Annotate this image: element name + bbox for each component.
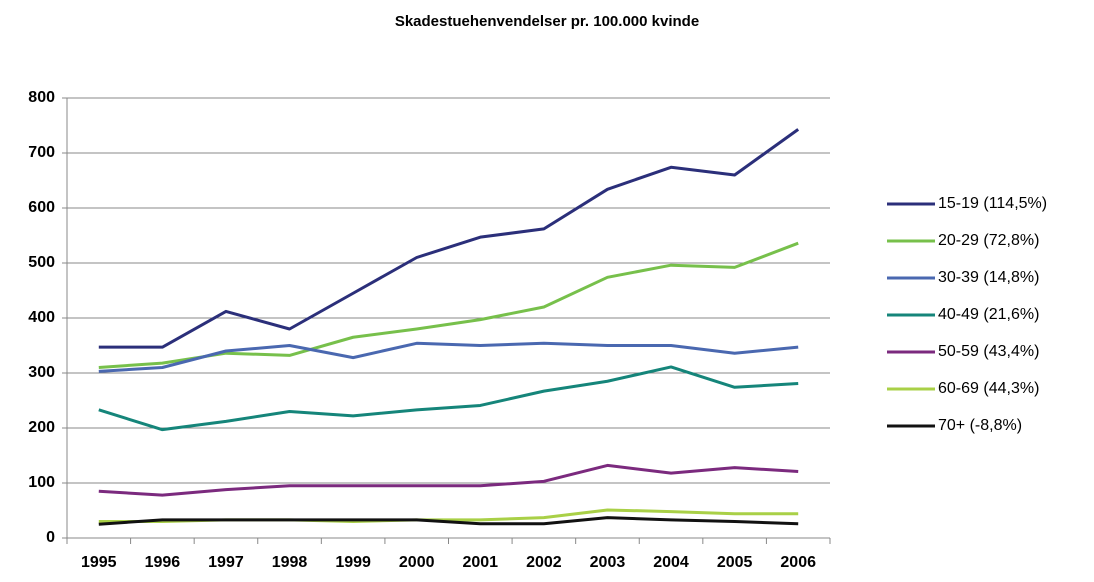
y-tick-label: 0 xyxy=(46,529,55,546)
x-tick-label: 2001 xyxy=(462,554,498,571)
x-tick-label: 1996 xyxy=(145,554,181,571)
legend-label: 20-29 (72,8%) xyxy=(938,232,1039,249)
y-tick-label: 200 xyxy=(28,419,55,436)
series-line xyxy=(98,365,799,432)
series-line xyxy=(98,341,799,373)
y-tick-label: 500 xyxy=(28,254,55,271)
series-line xyxy=(98,128,800,349)
y-tick-label: 600 xyxy=(28,199,55,216)
x-tick-label: 2002 xyxy=(526,554,562,571)
y-tick-label: 700 xyxy=(28,144,55,161)
x-tick-label: 2000 xyxy=(399,554,435,571)
y-tick-label: 400 xyxy=(28,309,55,326)
x-tick-label: 1999 xyxy=(335,554,371,571)
x-tick-label: 2005 xyxy=(717,554,753,571)
legend-label: 50-59 (43,4%) xyxy=(938,343,1039,360)
x-tick-label: 2006 xyxy=(780,554,816,571)
x-tick-label: 1997 xyxy=(208,554,244,571)
legend-label: 60-69 (44,3%) xyxy=(938,380,1039,397)
x-tick-label: 1998 xyxy=(272,554,308,571)
x-tick-label: 2004 xyxy=(653,554,689,571)
legend-label: 15-19 (114,5%) xyxy=(938,195,1047,212)
y-tick-label: 800 xyxy=(28,89,55,106)
y-tick-label: 300 xyxy=(28,364,55,381)
x-tick-label: 1995 xyxy=(81,554,117,571)
legend-label: 70+ (-8,8%) xyxy=(938,417,1022,434)
y-tick-label: 100 xyxy=(28,474,55,491)
legend-label: 30-39 (14,8%) xyxy=(938,269,1039,286)
chart-title: Skadestuehenvendelser pr. 100.000 kvinde xyxy=(395,13,699,30)
series-line xyxy=(98,463,799,497)
series-line xyxy=(98,516,799,526)
x-tick-label: 2003 xyxy=(590,554,626,571)
legend-label: 40-49 (21,6%) xyxy=(938,306,1039,323)
